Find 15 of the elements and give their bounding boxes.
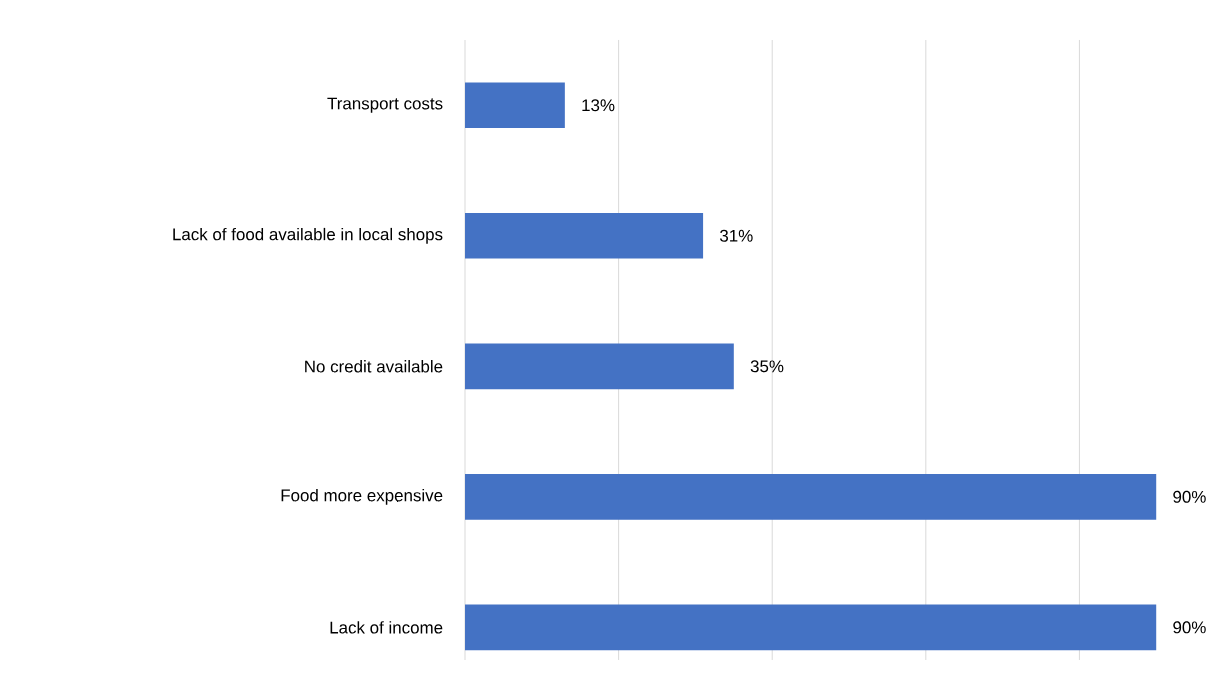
data-label: 90% — [1173, 490, 1206, 503]
bar — [465, 473, 1157, 520]
y-tick-label: Lack of food available in local shops — [173, 227, 443, 244]
bar — [465, 604, 1157, 651]
y-tick-label: Lack of income — [330, 621, 443, 634]
bar — [465, 343, 734, 390]
data-label: 13% — [582, 99, 615, 112]
bar — [465, 212, 704, 259]
bar — [465, 82, 565, 129]
y-tick-label: No credit available — [305, 360, 443, 373]
y-tick-label: Food more expensive — [281, 488, 443, 505]
data-label: 90% — [1173, 621, 1206, 634]
data-label: 35% — [750, 360, 784, 373]
data-label: 31% — [720, 229, 753, 242]
y-tick-label: Transport costs — [327, 97, 443, 113]
